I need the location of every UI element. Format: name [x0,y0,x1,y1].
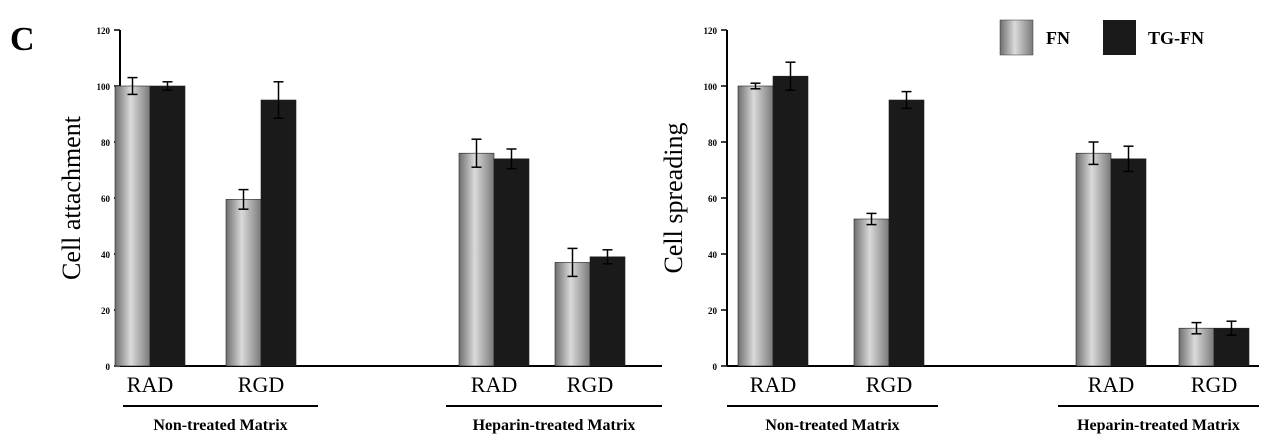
y-axis-label: Cell spreading [659,123,688,274]
legend-swatch-fn [999,19,1034,56]
legend-swatch-tgfn [1103,20,1136,55]
category-label: RAD [750,372,796,397]
y-tick-label: 20 [708,306,718,316]
y-axis-label: Cell attachment [57,115,86,280]
y-tick-label: 40 [708,250,718,260]
bar-fn [554,262,591,367]
legend-label-tgfn: TG-FN [1148,28,1204,48]
panel-label: C [10,21,35,58]
y-tick-label: 100 [704,82,718,92]
group-label: Non-treated Matrix [153,417,287,434]
y-tick-label: 20 [101,306,111,316]
y-tick-label: 0 [106,362,111,372]
bar-tgfn [1213,327,1250,367]
group-label: Heparin-treated Matrix [473,417,636,434]
category-label: RGD [567,372,613,397]
category-label: RAD [1088,372,1134,397]
y-tick-label: 0 [713,362,718,372]
bar-tgfn [589,256,626,367]
y-tick-label: 80 [708,138,718,148]
bar-fn [114,85,151,367]
bar-tgfn [1110,158,1147,367]
group-label: Heparin-treated Matrix [1077,417,1240,434]
y-tick-label: 60 [708,194,718,204]
bar-tgfn [493,158,530,367]
legend-label-fn: FN [1046,28,1070,48]
y-tick-label: 120 [97,26,111,36]
bar-tgfn [888,99,925,367]
y-tick-label: 120 [704,26,718,36]
chart-cell-attachment: Cell attachment 0 20 40 60 80 100 120 RAD RGD RAD R… [57,26,662,434]
legend: FN TG-FN [999,19,1204,56]
y-tick-label: 40 [101,250,111,260]
category-label: RGD [238,372,284,397]
bar-fn [853,218,890,367]
y-tick-label: 80 [101,138,111,148]
bar-tgfn [260,99,297,367]
category-label: RAD [127,372,173,397]
bar-fn [737,85,774,367]
category-label: RGD [1191,372,1237,397]
chart-cell-spreading: Cell spreading 0 20 40 60 80 100 120 RAD RGD RAD RG… [659,26,1259,434]
y-tick-label: 100 [97,82,111,92]
bar-fn [225,199,262,367]
category-label: RGD [866,372,912,397]
group-label: Non-treated Matrix [765,417,899,434]
bar-tgfn [772,75,809,367]
bar-fn [1075,152,1112,367]
bar-tgfn [149,85,186,367]
bar-fn [458,152,495,367]
y-tick-label: 60 [101,194,111,204]
category-label: RAD [471,372,517,397]
